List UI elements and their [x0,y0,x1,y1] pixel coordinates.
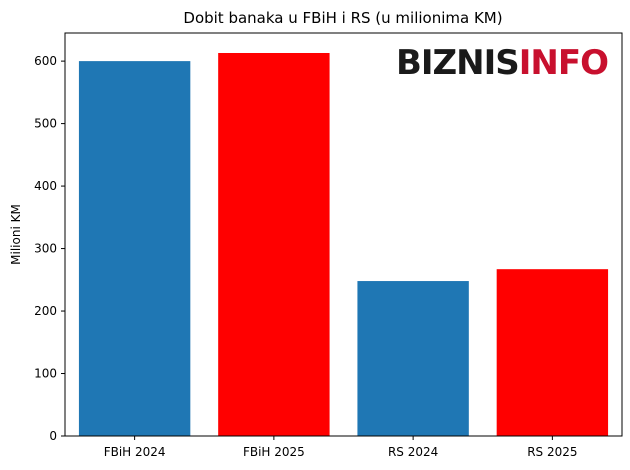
plot-frame [64,32,623,437]
x-tick-label: RS 2024 [388,445,438,459]
y-tick-label: 400 [34,179,57,193]
x-tick-label: FBiH 2025 [243,445,305,459]
bar-fbih-2024 [78,61,191,437]
y-tick-label: 300 [34,242,57,256]
x-tick-label: FBiH 2024 [104,445,166,459]
logo-part-info: INFO [519,43,608,83]
chart-title: Dobit banaka u FBiH i RS (u milionima KM… [183,9,502,27]
x-tick-label: RS 2025 [527,445,577,459]
logo-part-biznis: BIZNIS [396,43,519,83]
y-tick-label: 200 [34,304,57,318]
y-tick-label: 100 [34,367,57,381]
bar-rs-2025 [496,269,609,436]
y-axis-ticks: 0 100 200 300 400 500 600 [34,54,65,443]
bar-rs-2024 [357,281,469,436]
bar-fbih-2025 [218,52,330,436]
y-axis-label: Milioni KM [9,204,23,265]
x-axis-ticks: FBiH 2024 FBiH 2025 RS 2024 RS 2025 [104,436,578,459]
y-tick-label: 600 [34,54,57,68]
biznisinfo-logo: BIZNISINFO [396,43,608,83]
y-tick-label: 500 [34,117,57,131]
y-tick-label: 0 [49,429,57,443]
bars-layer [78,52,609,437]
